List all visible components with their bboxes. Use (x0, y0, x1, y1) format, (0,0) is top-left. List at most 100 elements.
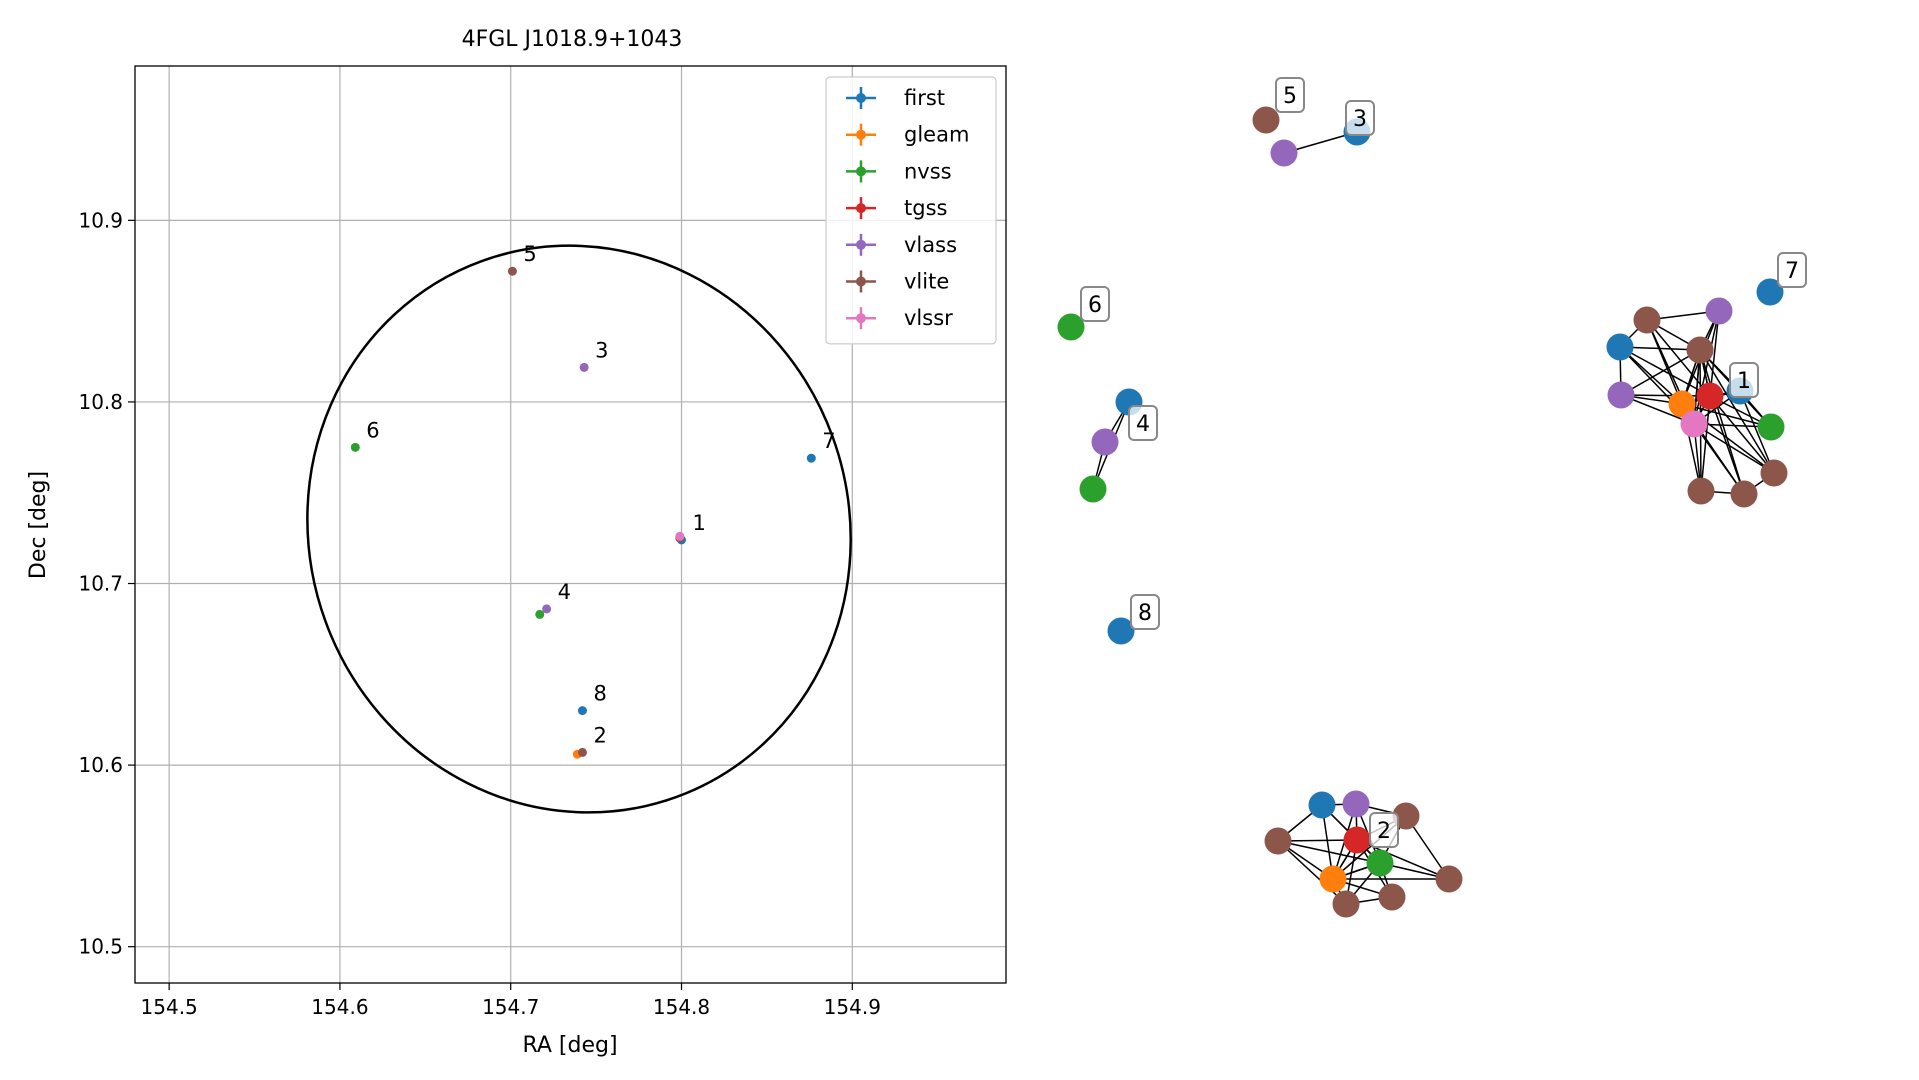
cluster-label: 7 (822, 429, 835, 453)
point-nvss (535, 609, 545, 619)
network-node-vlite (1264, 827, 1292, 855)
y-tick-label: 10.5 (78, 935, 123, 959)
network-node-nvss (1366, 849, 1394, 877)
network-node-first (1107, 617, 1135, 645)
y-tick-label: 10.8 (78, 390, 123, 414)
network-node-vlite (1378, 883, 1406, 911)
network-node-gleam (1319, 865, 1347, 893)
network-node-vlite (1687, 477, 1715, 505)
y-tick-label: 10.9 (78, 208, 123, 232)
legend-label: vlite (904, 270, 949, 294)
source-points (350, 266, 816, 759)
network-edge (1709, 395, 1775, 474)
network-node-vlite (1760, 459, 1788, 487)
network-label-1: 1 (1729, 362, 1759, 398)
network-label-text: 7 (1785, 259, 1799, 284)
legend-marker-dot (856, 276, 866, 287)
network-edge (1620, 394, 1711, 397)
legend-marker-dot (856, 313, 866, 324)
point-vlite (507, 266, 517, 276)
network-edge (1699, 349, 1745, 495)
network-edge (1700, 395, 1711, 492)
uncertainty-ellipse (306, 244, 852, 814)
legend-label: vlssr (904, 306, 953, 330)
positional-uncertainty-ellipse (306, 244, 852, 814)
legend-item-first: first (846, 86, 945, 110)
network-label-box (1130, 594, 1160, 630)
legend-item-tgss: tgss (846, 196, 947, 220)
network-edges (1092, 131, 1775, 905)
legend-item-nvss: nvss (846, 159, 952, 183)
network-nodes (1057, 106, 1788, 918)
network-label-text: 6 (1088, 293, 1102, 318)
legend-item-gleam: gleam (846, 123, 969, 147)
network-label-box (1275, 77, 1305, 113)
network-node-vlite (1633, 306, 1661, 334)
point-vlass (579, 362, 589, 372)
legend-marker-dot (856, 203, 866, 214)
legend-item-vlass: vlass (846, 233, 957, 257)
y-axis-label: Dec [deg] (26, 471, 51, 579)
network-node-first (1756, 278, 1784, 306)
network-label-4: 4 (1128, 405, 1158, 441)
network-node-gleam (1668, 390, 1696, 418)
network-edge (1693, 423, 1775, 474)
network-label-text: 5 (1283, 84, 1297, 109)
network-edge (1619, 346, 1683, 405)
legend-label: gleam (904, 123, 969, 147)
network-edge (1693, 423, 1745, 495)
association-network: 5 3 7 6 4 1 8 2 (1057, 77, 1807, 918)
x-tick-label: 154.8 (653, 995, 710, 1019)
network-node-vlite (1686, 336, 1714, 364)
point-vlite (577, 747, 587, 757)
legend-label: tgss (904, 196, 947, 220)
point-first (577, 706, 587, 716)
point-first (806, 453, 816, 463)
network-label-box (1128, 405, 1158, 441)
point-vlssr (675, 531, 685, 541)
network-labels: 5 3 7 6 4 1 8 2 (1080, 77, 1807, 848)
legend-label: vlass (904, 233, 957, 257)
network-edge (1699, 349, 1775, 474)
cluster-label: 5 (523, 242, 536, 266)
network-node-vlite (1392, 802, 1420, 830)
cluster-label: 3 (595, 338, 608, 362)
network-node-vlass (1270, 139, 1298, 167)
legend-label: nvss (904, 159, 952, 183)
cluster-label: 2 (593, 723, 606, 747)
network-label-8: 8 (1130, 594, 1160, 630)
network-node-nvss (1079, 475, 1107, 503)
network-edge (1693, 310, 1720, 425)
network-label-text: 3 (1353, 107, 1367, 132)
y-tick-label: 10.6 (78, 753, 123, 777)
legend-marker-dot (856, 166, 866, 177)
y-axis-ticks: 10.5 10.6 10.7 10.8 10.9 (78, 208, 135, 959)
network-label-box (1777, 252, 1807, 288)
point-nvss (350, 442, 360, 452)
network-node-nvss (1057, 313, 1085, 341)
network-node-vlite (1252, 106, 1280, 134)
legend-item-vlite: vlite (846, 270, 949, 294)
legend-box (825, 76, 997, 345)
network-label-text: 4 (1136, 412, 1150, 437)
network-node-vlass (1607, 381, 1635, 409)
network-label-text: 1 (1737, 369, 1751, 394)
network-node-first (1308, 791, 1336, 819)
network-node-tgss (1343, 826, 1371, 854)
legend-marker-dot (856, 93, 866, 103)
network-node-vlass (1342, 790, 1370, 818)
legend: first gleam nvss tgss vlass vlite vlssr (825, 76, 997, 345)
network-edge (1620, 349, 1701, 396)
legend-item-vlssr: vlssr (846, 306, 953, 330)
network-node-vlssr (1680, 410, 1708, 438)
network-label-5: 5 (1275, 77, 1305, 113)
network-node-vlite (1332, 890, 1360, 918)
network-node-vlass (1091, 428, 1119, 456)
network-label-text: 8 (1138, 601, 1152, 626)
network-node-vlass (1705, 297, 1733, 325)
x-tick-label: 154.6 (311, 995, 368, 1019)
legend-marker-dot (856, 129, 866, 140)
